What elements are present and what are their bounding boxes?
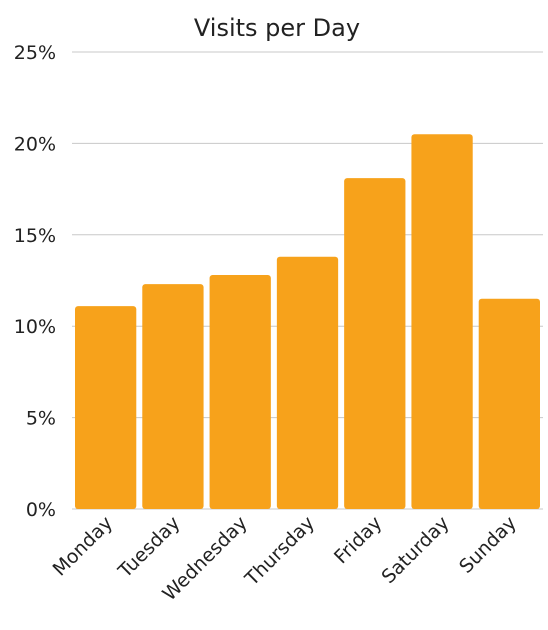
y-tick-label: 15% [14,225,56,247]
bars [75,134,540,509]
bar-monday [75,306,137,509]
x-tick-label: Monday [49,512,118,581]
bar-tuesday [142,284,204,509]
bar-friday [344,178,406,509]
chart-title: Visits per Day [194,14,360,42]
x-tick-label: Tuesday [114,512,185,583]
bar-saturday [411,134,473,509]
bar-sunday [478,298,540,509]
y-tick-label: 10% [14,316,56,338]
y-tick-label: 5% [26,408,56,430]
y-tick-label: 0% [26,499,56,521]
bar-thursday [276,256,339,509]
bar-wednesday [209,275,271,509]
x-tick-label: Saturday [378,512,454,588]
x-tick-label: Sunday [455,512,521,578]
y-tick-label: 20% [14,133,56,155]
x-tick-label: Thursday [240,512,319,591]
y-tick-label: 25% [14,42,56,64]
y-axis: 0% 5% 10% 15% 20% 25% [14,42,56,521]
x-tick-label: Friday [330,512,386,568]
